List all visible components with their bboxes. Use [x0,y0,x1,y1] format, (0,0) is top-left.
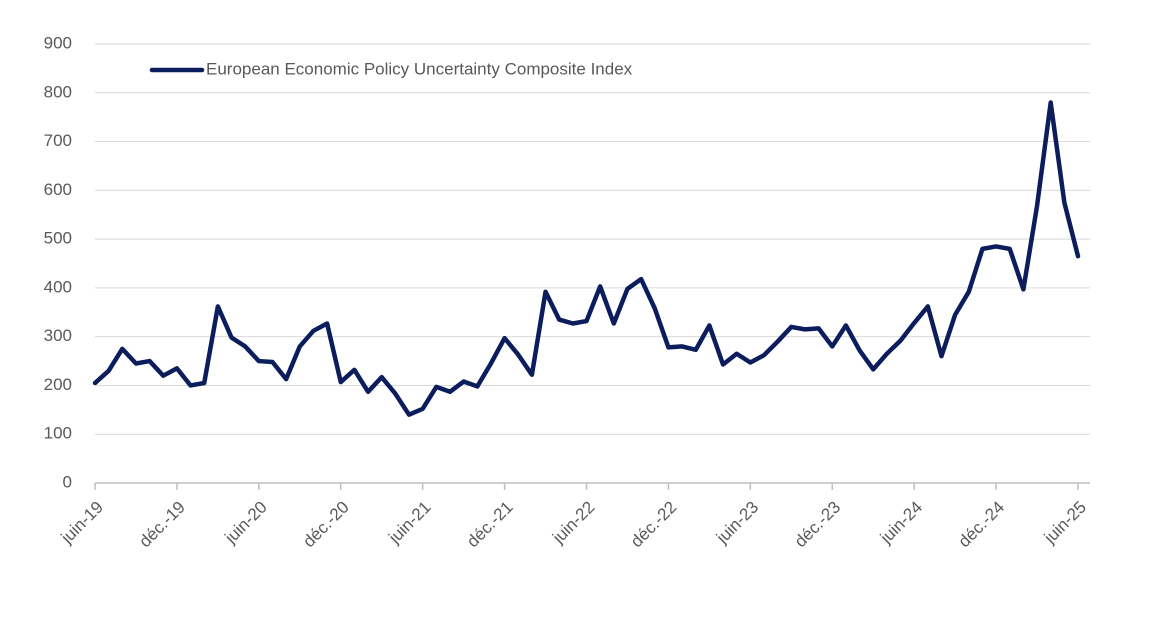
x-tick-label: juin-21 [384,498,434,548]
y-tick-label: 700 [44,131,72,150]
y-tick-label: 800 [44,82,72,101]
x-tick-label: juin-25 [1040,498,1090,548]
y-tick-label: 100 [44,424,72,443]
x-tick-label: déc.-19 [135,498,189,552]
x-tick-label: juin-19 [57,498,107,548]
x-tick-label: déc.-21 [463,498,517,552]
y-tick-label: 0 [63,472,72,491]
x-tick-label: juin-22 [548,498,598,548]
x-tick-label: déc.-22 [627,498,681,552]
y-tick-label: 200 [44,375,72,394]
y-tick-label: 900 [44,33,72,52]
y-tick-label: 500 [44,229,72,248]
x-tick-label: déc.-20 [299,498,353,552]
x-tick-label: juin-24 [876,498,926,548]
y-tick-label: 400 [44,277,72,296]
x-tick-label: déc.-24 [955,498,1009,552]
x-tick-label: juin-23 [712,498,762,548]
series-line [92,100,1081,417]
legend-label: European Economic Policy Uncertainty Com… [206,59,633,78]
y-tick-label: 300 [44,326,72,345]
y-tick-label: 600 [44,180,72,199]
x-tick-label: déc.-23 [791,498,845,552]
x-tick-label: juin-20 [221,498,271,548]
